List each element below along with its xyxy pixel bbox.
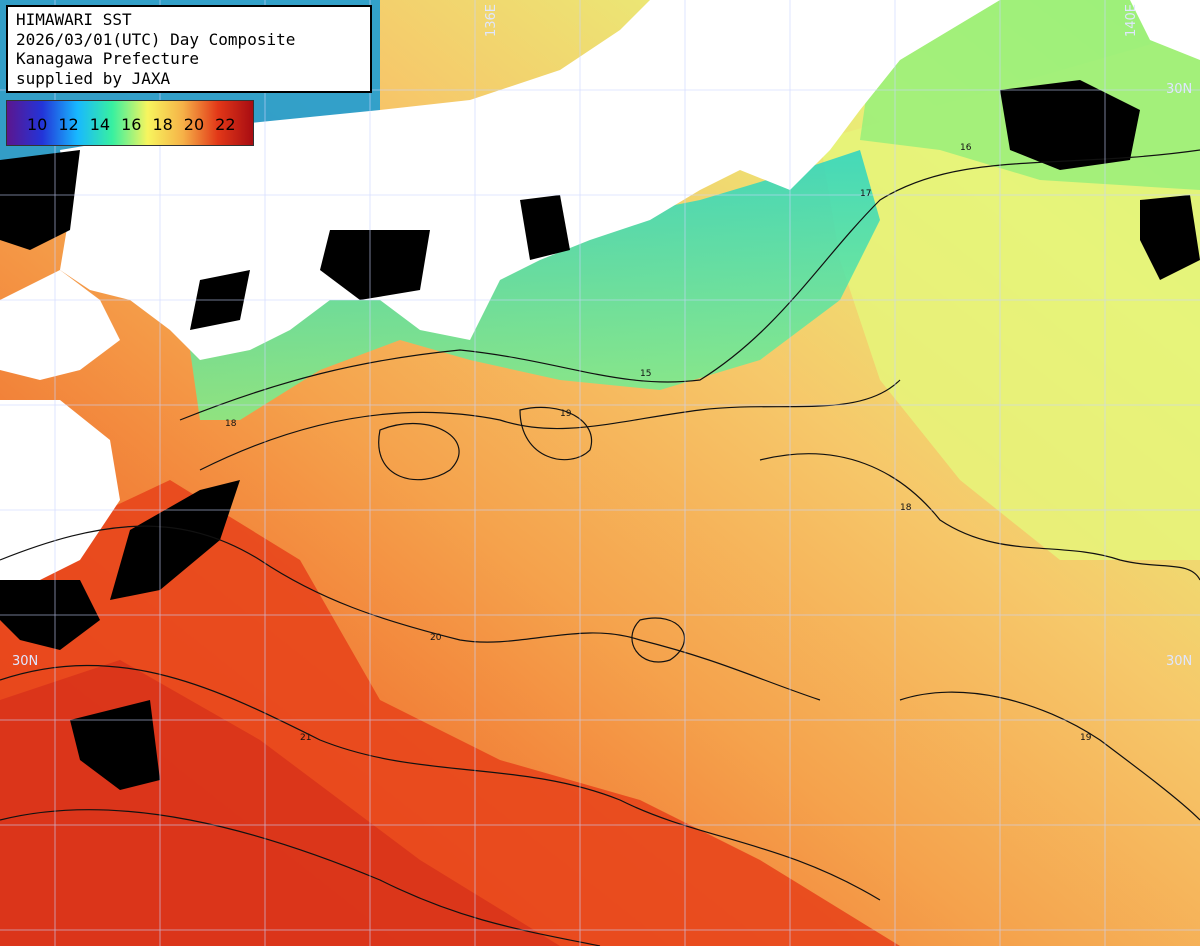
legend-label: 18 [152, 115, 173, 134]
latitude-label: 30N [12, 654, 39, 669]
isotherm-label: 18 [900, 503, 912, 513]
legend-label: 20 [183, 115, 205, 134]
isotherm-label: 20 [430, 633, 442, 643]
coastal-cool-strip [180, 150, 880, 420]
land-izu [1130, 0, 1200, 60]
isotherm-label: 15 [640, 369, 651, 379]
product-title: HIMAWARI SST [16, 10, 132, 29]
map-info-box: HIMAWARI SST 2026/03/01(UTC) Day Composi… [6, 5, 372, 93]
supplier-line: supplied by JAXA [16, 68, 171, 88]
legend-label: 22 [215, 115, 236, 134]
isotherm-labels: 18 19 17 15 20 21 18 19 16 [225, 143, 1092, 743]
temperature-color-legend: 10 12 14 16 18 20 22 [6, 100, 254, 146]
legend-label: 10 [27, 115, 48, 134]
latitude-label: 30N [1166, 654, 1193, 669]
land-shikoku-west [0, 270, 120, 380]
isotherm-label: 16 [960, 143, 972, 153]
longitude-label: 140E [1124, 4, 1139, 38]
isotherm-label: 18 [225, 419, 237, 429]
isotherm-label: 21 [300, 733, 311, 743]
region-line: Kanagawa Prefecture [16, 49, 200, 68]
legend-label: 16 [121, 115, 142, 134]
legend-label: 12 [58, 115, 79, 134]
isotherm-label: 19 [560, 409, 572, 419]
longitude-label: 136E [484, 4, 499, 38]
legend-labels: 10 12 14 16 18 20 22 [27, 115, 236, 134]
legend-label: 14 [89, 115, 111, 134]
date-line: 2026/03/01(UTC) Day Composite [16, 29, 296, 49]
land-kyushu [0, 400, 120, 600]
latitude-label: 30N [1166, 82, 1193, 97]
isotherm-label: 19 [1080, 733, 1092, 743]
isotherm-label: 17 [860, 189, 871, 199]
